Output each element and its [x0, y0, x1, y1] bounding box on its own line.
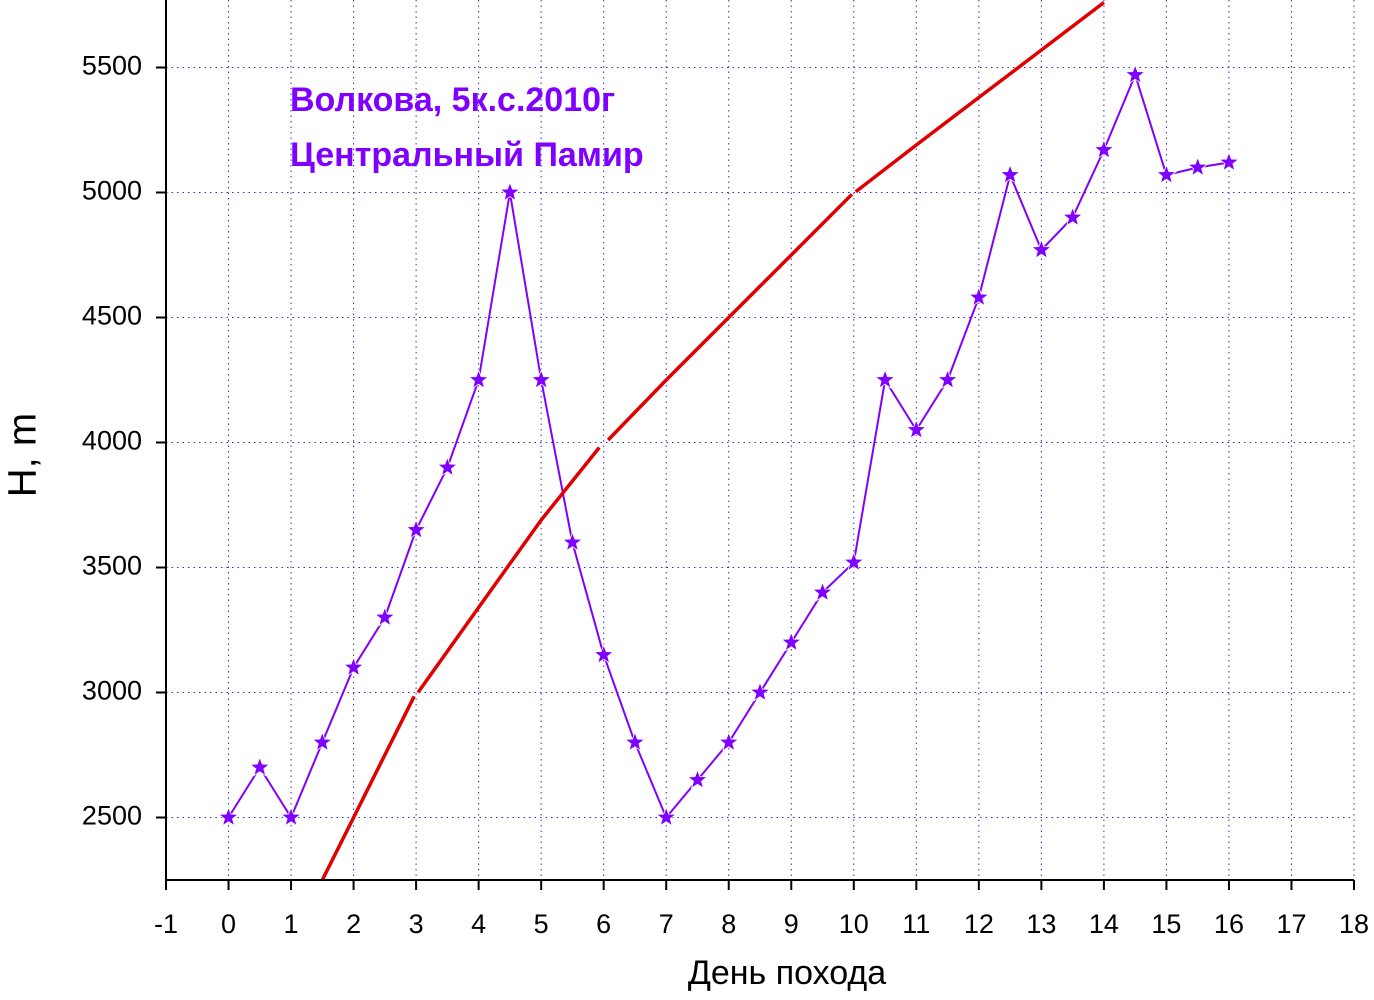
star-marker: [468, 368, 490, 390]
plot-area: [217, 1, 1240, 880]
y-axis-label: H, m: [1, 413, 45, 497]
x-tick-label: 8: [721, 909, 736, 939]
x-tick-label: 2: [346, 909, 361, 939]
series-line: [320, 1, 1105, 880]
star-marker: [718, 731, 740, 752]
star-marker: [1187, 156, 1209, 177]
x-tick-label: 3: [409, 909, 424, 939]
star-marker: [1218, 151, 1240, 172]
grid: [165, 0, 1355, 880]
x-tick-label: 4: [471, 909, 486, 939]
x-tick-label: 5: [534, 909, 549, 939]
star-marker: [749, 681, 771, 702]
star-marker: [780, 631, 802, 652]
star-marker: [499, 181, 521, 202]
star-marker: [1062, 206, 1084, 227]
star-marker: [311, 731, 333, 752]
x-tick-label: 7: [659, 909, 674, 939]
x-tick-label: 6: [596, 909, 611, 939]
star-marker: [405, 518, 427, 540]
star-marker: [249, 756, 271, 777]
x-tick-label: 17: [1276, 909, 1306, 939]
star-marker: [655, 806, 677, 827]
star-marker: [686, 768, 709, 790]
star-marker: [593, 643, 615, 665]
star-marker: [217, 806, 240, 827]
star-marker: [343, 656, 365, 677]
y-tick-label: 3000: [82, 676, 142, 706]
x-tick-label: 12: [964, 909, 994, 939]
star-marker: [530, 368, 552, 390]
x-tick-label: 1: [284, 909, 299, 939]
star-marker: [436, 456, 458, 477]
y-tick-label: 2500: [82, 801, 142, 831]
x-tick-label: 15: [1151, 909, 1181, 939]
x-tick-label: -1: [154, 909, 178, 939]
title-line: Волкова, 5к.с.2010г: [290, 81, 615, 119]
star-marker: [374, 606, 396, 627]
star-marker: [624, 731, 646, 752]
x-tick-label: 14: [1089, 909, 1119, 939]
star-marker: [905, 418, 927, 440]
star-marker: [843, 551, 865, 572]
star-marker: [968, 286, 990, 307]
star-marker: [1030, 238, 1052, 260]
y-tick-label: 4500: [82, 301, 142, 331]
star-marker: [1093, 138, 1115, 160]
y-tick-label: 4000: [82, 426, 142, 456]
star-marker: [811, 581, 834, 602]
axes: -1 0 1 2 3 4 5 6 7 8 9 10 11 12 13 14 15 16 17 182500300035…: [82, 0, 1369, 939]
x-tick-label: 10: [839, 909, 869, 939]
y-tick-label: 3500: [82, 551, 142, 581]
x-tick-label: 9: [784, 909, 799, 939]
x-tick-label: 0: [221, 909, 236, 939]
star-marker: [874, 368, 896, 390]
star-marker: [1155, 163, 1177, 185]
star-marker: [1124, 63, 1146, 85]
x-tick-label: 11: [902, 909, 930, 939]
x-tick-label: 18: [1339, 909, 1369, 939]
star-marker: [280, 806, 302, 827]
x-axis-label: День похода: [688, 954, 886, 992]
x-tick-label: 16: [1214, 909, 1244, 939]
title-line: Центральный Памир: [290, 136, 644, 174]
star-marker: [937, 368, 959, 390]
star-marker: [999, 163, 1021, 185]
y-tick-label: 5000: [82, 176, 142, 206]
star-marker: [561, 531, 583, 552]
y-tick-label: 5500: [82, 51, 142, 81]
x-tick-label: 13: [1026, 909, 1056, 939]
